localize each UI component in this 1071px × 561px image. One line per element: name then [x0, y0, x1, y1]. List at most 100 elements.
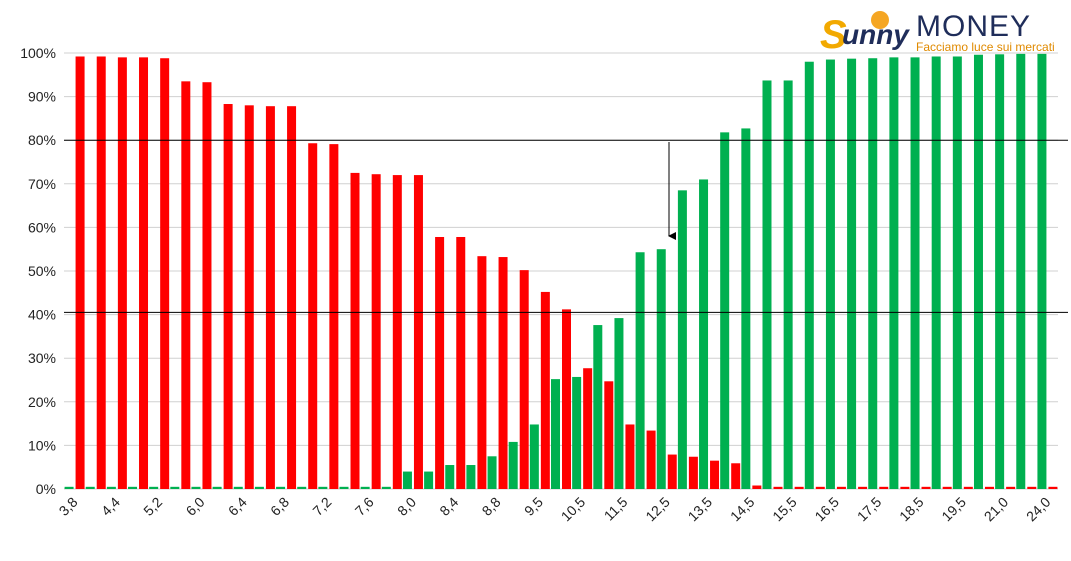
bar — [921, 486, 931, 489]
bar — [984, 486, 994, 489]
bar — [815, 486, 825, 489]
bar — [825, 59, 835, 489]
bar — [445, 465, 455, 489]
x-tick-label: 7,2 — [309, 494, 334, 519]
bar — [604, 381, 614, 489]
bar — [466, 465, 476, 489]
x-tick-label: 8,4 — [436, 494, 461, 519]
x-tick-label: 9,5 — [521, 494, 546, 519]
x-tick-label: 6,8 — [267, 494, 292, 519]
bar — [847, 58, 857, 489]
bar — [952, 56, 962, 489]
bar — [128, 486, 138, 489]
bar — [794, 486, 804, 489]
bar — [583, 368, 593, 489]
bar — [635, 252, 645, 489]
bar — [308, 143, 318, 489]
bar — [1006, 486, 1016, 489]
y-tick-label: 70% — [28, 176, 56, 192]
bar — [381, 486, 391, 489]
bar — [435, 236, 445, 489]
bar — [508, 441, 518, 489]
y-tick-label: 50% — [28, 263, 56, 279]
bar — [836, 486, 846, 489]
x-tick-label: 24,0 — [1023, 494, 1054, 525]
y-tick-label: 30% — [28, 350, 56, 366]
bar — [656, 249, 666, 489]
bar — [498, 257, 508, 489]
bar — [699, 179, 709, 489]
x-tick-label: 8,0 — [394, 494, 419, 519]
bar — [677, 190, 687, 489]
bar — [572, 376, 582, 489]
bar — [783, 80, 793, 489]
y-tick-label: 20% — [28, 394, 56, 410]
bar — [360, 486, 370, 489]
bar — [973, 54, 983, 490]
logo-sun — [871, 11, 889, 29]
bar — [868, 58, 878, 490]
x-tick-label: 19,5 — [938, 494, 969, 525]
bar — [106, 486, 116, 489]
logo-s: S — [820, 13, 847, 57]
bar — [804, 61, 814, 489]
bar — [85, 486, 95, 489]
bar — [773, 486, 783, 489]
bar — [191, 486, 201, 489]
bar — [117, 57, 127, 490]
bar — [879, 486, 889, 489]
bar — [329, 144, 339, 489]
bar — [139, 57, 149, 490]
y-tick-label: 80% — [28, 132, 56, 148]
bar — [667, 454, 677, 489]
x-tick-label: 10,5 — [558, 494, 589, 525]
bar — [1048, 486, 1058, 489]
x-tick-label: 15,5 — [769, 494, 800, 525]
logo-tagline: Facciamo luce sui mercati — [916, 40, 1055, 54]
x-tick-label: 13,5 — [685, 494, 716, 525]
x-tick-label: 16,5 — [811, 494, 842, 525]
bar — [202, 82, 212, 489]
bar — [741, 128, 751, 490]
bar — [529, 424, 539, 489]
logo-brand-b: MONEY — [916, 10, 1031, 43]
bar — [1016, 53, 1026, 489]
bar — [688, 456, 698, 489]
bar — [392, 175, 402, 489]
y-tick-label: 10% — [28, 437, 56, 453]
bar — [931, 56, 941, 489]
bar — [963, 486, 973, 489]
bar — [551, 379, 560, 489]
bar — [710, 460, 720, 489]
y-tick-label: 100% — [20, 45, 56, 61]
x-tick-label: 21,0 — [981, 494, 1012, 525]
bar — [519, 270, 529, 489]
x-tick-label: 6,0 — [183, 494, 208, 519]
bar — [456, 236, 466, 489]
bar — [212, 486, 222, 489]
x-tick-label: 6,4 — [225, 494, 250, 519]
bar — [64, 486, 74, 489]
bar — [487, 456, 497, 489]
y-tick-label: 90% — [28, 89, 56, 105]
bar — [181, 81, 191, 489]
bar — [562, 309, 571, 489]
bar — [276, 486, 286, 489]
x-tick-label: 7,6 — [352, 494, 377, 519]
bar — [371, 174, 381, 489]
x-tick-label: 17,5 — [854, 494, 885, 525]
x-tick-label: 4,4 — [98, 494, 123, 519]
bar — [540, 291, 550, 489]
bar — [1037, 53, 1047, 489]
bar — [910, 57, 920, 490]
logo: S unny MONEY Facciamo luce sui mercati — [820, 10, 1055, 57]
x-tick-label: 11,5 — [601, 494, 631, 524]
bar — [889, 57, 899, 490]
bar — [1027, 486, 1037, 489]
bar — [413, 175, 423, 489]
bar — [265, 106, 275, 489]
bar — [160, 58, 170, 490]
bar — [297, 486, 307, 489]
bar — [731, 463, 741, 489]
bar — [858, 486, 868, 489]
